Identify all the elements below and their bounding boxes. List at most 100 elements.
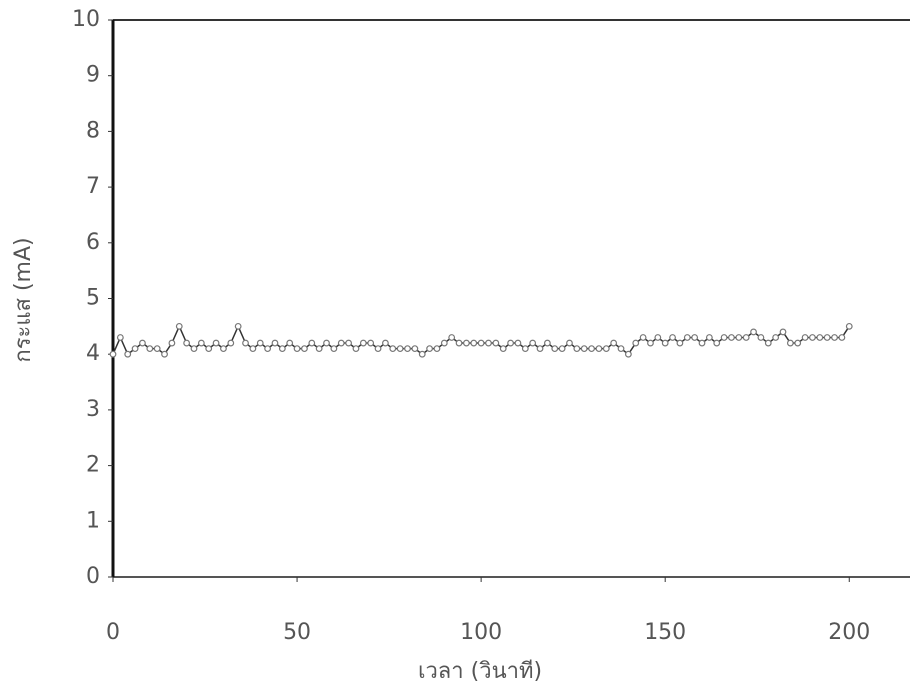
data-point — [264, 345, 272, 353]
data-point — [735, 334, 743, 341]
data-point — [234, 322, 242, 330]
data-point — [323, 339, 330, 347]
data-point — [683, 334, 691, 341]
y-tick-label: 9 — [86, 63, 100, 88]
data-point — [286, 339, 294, 347]
data-point — [426, 345, 433, 353]
data-point — [647, 339, 654, 347]
data-point — [404, 345, 411, 353]
data-point — [124, 350, 132, 358]
y-axis-title: กระแส (mA) — [11, 237, 36, 362]
y-tick-label: 2 — [86, 453, 100, 478]
y-tick-label: 7 — [86, 174, 100, 199]
x-tick-label: 0 — [106, 620, 120, 645]
data-point — [109, 350, 117, 358]
x-axis-title: เวลา (วินาที) — [418, 659, 542, 684]
data-point — [499, 345, 507, 353]
x-tick-label: 200 — [828, 620, 870, 645]
x-tick-label: 150 — [644, 620, 686, 645]
data-point — [536, 345, 544, 353]
y-tick-label: 1 — [86, 508, 100, 533]
data-point — [271, 339, 279, 347]
data-point — [396, 345, 404, 353]
data-point — [698, 339, 706, 347]
data-point — [220, 345, 227, 353]
data-point — [580, 345, 588, 353]
data-point — [602, 345, 610, 353]
data-point — [801, 334, 809, 341]
y-tick-label: 0 — [86, 564, 100, 589]
data-point — [315, 345, 323, 353]
y-tick-label: 5 — [86, 286, 100, 311]
data-point — [661, 339, 669, 347]
data-point — [639, 334, 647, 341]
data-point — [750, 328, 757, 336]
data-point — [448, 334, 456, 341]
y-tick-label: 6 — [86, 230, 100, 255]
data-point — [433, 345, 441, 353]
data-point — [463, 339, 470, 347]
data-point — [691, 334, 699, 341]
data-point — [816, 334, 824, 341]
data-point — [345, 339, 353, 347]
data-point — [139, 339, 146, 347]
data-point — [566, 339, 573, 347]
data-point — [374, 345, 382, 353]
data-point — [845, 322, 853, 330]
data-point — [161, 350, 168, 358]
data-point — [205, 345, 213, 353]
data-point — [764, 339, 772, 347]
data-point — [197, 339, 205, 347]
x-tick-label: 50 — [283, 620, 311, 645]
data-point — [705, 334, 713, 341]
data-point — [440, 339, 448, 347]
data-point — [742, 334, 750, 341]
data-point — [838, 334, 846, 341]
data-point — [146, 345, 154, 353]
data-point — [823, 334, 831, 341]
data-point — [330, 345, 338, 353]
y-tick-label: 10 — [72, 7, 100, 32]
data-point — [809, 334, 816, 341]
data-point — [786, 339, 794, 347]
data-point — [337, 339, 345, 347]
data-point — [595, 345, 603, 353]
data-point — [485, 339, 492, 347]
data-point — [470, 339, 478, 347]
data-point — [175, 322, 183, 330]
data-point — [418, 350, 426, 358]
data-point — [352, 345, 360, 353]
data-point — [227, 339, 235, 347]
data-point — [190, 345, 198, 353]
data-point — [212, 339, 220, 347]
data-point — [308, 339, 316, 347]
data-point — [293, 345, 301, 353]
data-point — [514, 339, 522, 347]
data-point — [794, 339, 802, 347]
data-point — [367, 339, 375, 347]
data-point — [720, 334, 728, 341]
data-point — [256, 339, 264, 347]
data-point — [278, 345, 286, 353]
data-point — [242, 339, 249, 347]
data-point — [588, 345, 595, 353]
data-point — [676, 339, 684, 347]
data-point — [183, 339, 191, 347]
data-point — [455, 339, 463, 347]
x-tick-label: 100 — [460, 620, 502, 645]
data-point — [551, 345, 559, 353]
data-point — [116, 334, 124, 341]
data-point — [543, 339, 551, 347]
data-point — [521, 345, 529, 353]
data-point — [389, 345, 397, 353]
data-point — [632, 339, 640, 347]
data-point — [617, 345, 625, 353]
data-point — [573, 345, 581, 353]
data-point — [249, 345, 257, 353]
data-point — [492, 339, 500, 347]
data-point — [301, 345, 308, 353]
data-point — [669, 334, 676, 341]
data-point — [558, 345, 566, 353]
